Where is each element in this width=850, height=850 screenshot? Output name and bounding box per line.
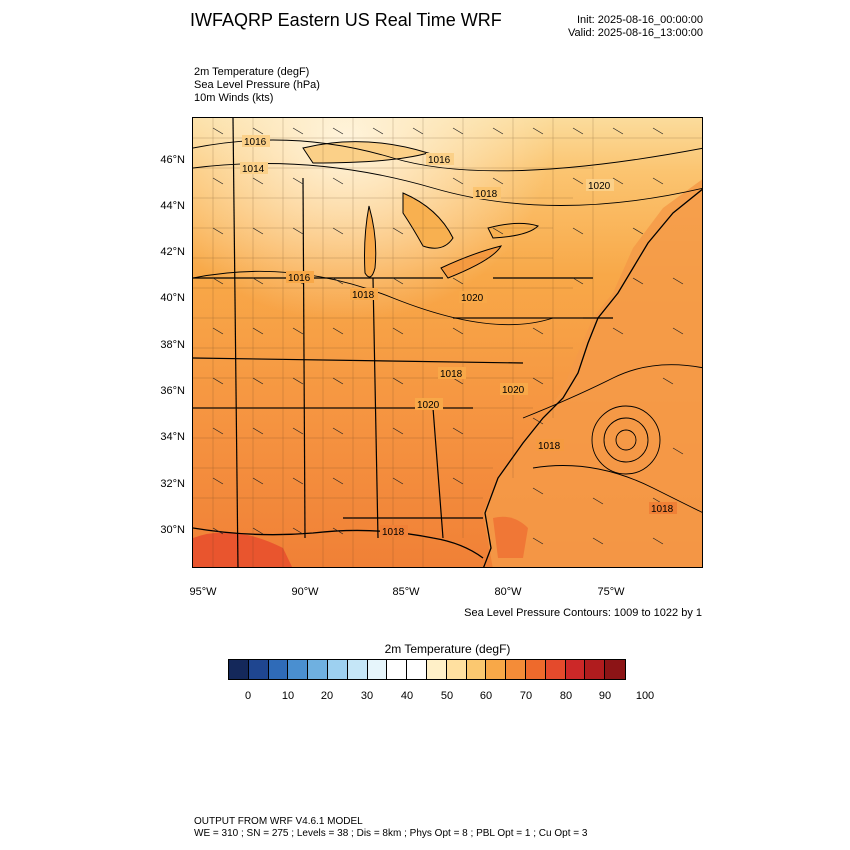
- lat-tick: 46°N: [160, 154, 185, 166]
- ocean-area: [483, 179, 702, 567]
- coastline: [483, 188, 702, 567]
- lat-tick: 36°N: [160, 385, 185, 397]
- colorbar-swatch: [367, 660, 388, 679]
- lat-tick: 44°N: [160, 200, 185, 212]
- lake-michigan: [364, 205, 377, 278]
- colorbar-label: 30: [360, 690, 374, 702]
- colorbar-label: 50: [440, 690, 454, 702]
- colorbar-swatch: [605, 660, 625, 679]
- contour-note: Sea Level Pressure Contours: 1009 to 102…: [464, 607, 702, 619]
- colorbar-swatch: [426, 660, 447, 679]
- lon-tick: 90°W: [291, 586, 319, 598]
- colorbar-swatch: [407, 660, 427, 679]
- lon-tick: 80°W: [494, 586, 522, 598]
- model-info-line2: WE = 310 ; SN = 275 ; Levels = 38 ; Dis …: [194, 828, 588, 839]
- colorbar-swatch: [308, 660, 328, 679]
- lat-tick: 30°N: [160, 524, 185, 536]
- lon-tick: 85°W: [392, 586, 420, 598]
- lake-erie: [440, 245, 503, 279]
- colorbar-swatch: [229, 660, 249, 679]
- weather-map: 1016 1014 1016 1018 1020 1016 1018 1020 …: [192, 117, 703, 568]
- wind-barbs: [212, 127, 684, 545]
- colorbar-swatch: [446, 660, 467, 679]
- colorbar-label: 70: [519, 690, 533, 702]
- isobar-label: 1014: [242, 164, 265, 175]
- colorbar-label: 10: [281, 690, 295, 702]
- colorbar-swatch: [466, 660, 487, 679]
- variable-label-temperature: 2m Temperature (degF): [194, 66, 310, 78]
- lat-tick: 38°N: [160, 339, 185, 351]
- colorbar-swatch: [545, 660, 566, 679]
- model-info-line1: OUTPUT FROM WRF V4.6.1 MODEL: [194, 816, 363, 827]
- isobar-label: 1016: [428, 155, 451, 166]
- isobar-label-group: 1016 1014 1016 1018 1020 1016 1018 1020 …: [240, 135, 677, 538]
- temperature-colorbar: [228, 659, 626, 680]
- lon-tick: 95°W: [189, 586, 217, 598]
- valid-time: Valid: 2025-08-16_13:00:00: [568, 27, 703, 39]
- colorbar-swatch: [327, 660, 348, 679]
- lake-huron: [402, 192, 454, 249]
- lat-tick: 32°N: [160, 478, 185, 490]
- isobar-label: 1018: [352, 290, 375, 301]
- colorbar-swatch: [347, 660, 368, 679]
- colorbar-swatch: [565, 660, 586, 679]
- map-canvas: 1016 1014 1016 1018 1020 1016 1018 1020 …: [193, 118, 702, 567]
- isobar-label: 1018: [538, 441, 561, 452]
- county-lines: [193, 118, 702, 567]
- lat-tick: 34°N: [160, 431, 185, 443]
- isobar-label: 1020: [502, 385, 525, 396]
- isobar-label: 1018: [475, 189, 498, 200]
- colorbar-label: 100: [635, 690, 655, 702]
- lon-tick: 75°W: [597, 586, 625, 598]
- isobar-label: 1018: [651, 504, 674, 515]
- isobar-label: 1018: [440, 369, 463, 380]
- init-time: Init: 2025-08-16_00:00:00: [577, 14, 703, 26]
- isobar-label: 1016: [288, 273, 311, 284]
- isobars: [193, 139, 702, 513]
- isobar-label: 1020: [417, 400, 440, 411]
- colorbar-swatch: [268, 660, 289, 679]
- isobar-label: 1018: [382, 527, 405, 538]
- colorbar-title: 2m Temperature (degF): [384, 642, 511, 656]
- colorbar-label: 20: [320, 690, 334, 702]
- colorbar-swatch: [288, 660, 309, 679]
- colorbar-swatch: [506, 660, 526, 679]
- variable-label-winds: 10m Winds (kts): [194, 92, 274, 104]
- isobar-label: 1020: [461, 293, 484, 304]
- colorbar-swatch: [486, 660, 507, 679]
- colorbar-swatch: [525, 660, 546, 679]
- colorbar-swatch: [387, 660, 408, 679]
- map-title: IWFAQRP Eastern US Real Time WRF: [190, 10, 502, 30]
- colorbar-swatch: [248, 660, 269, 679]
- colorbar-swatch: [585, 660, 606, 679]
- colorbar-label: 80: [559, 690, 573, 702]
- variable-label-pressure: Sea Level Pressure (hPa): [194, 79, 320, 91]
- isobar-label: 1020: [588, 181, 611, 192]
- colorbar-label: 90: [598, 690, 612, 702]
- colorbar-label: 0: [244, 690, 252, 702]
- lat-tick: 40°N: [160, 292, 185, 304]
- lat-tick: 42°N: [160, 246, 185, 258]
- colorbar-label: 40: [400, 690, 414, 702]
- colorbar-label: 60: [479, 690, 493, 702]
- isobar-label: 1016: [244, 137, 267, 148]
